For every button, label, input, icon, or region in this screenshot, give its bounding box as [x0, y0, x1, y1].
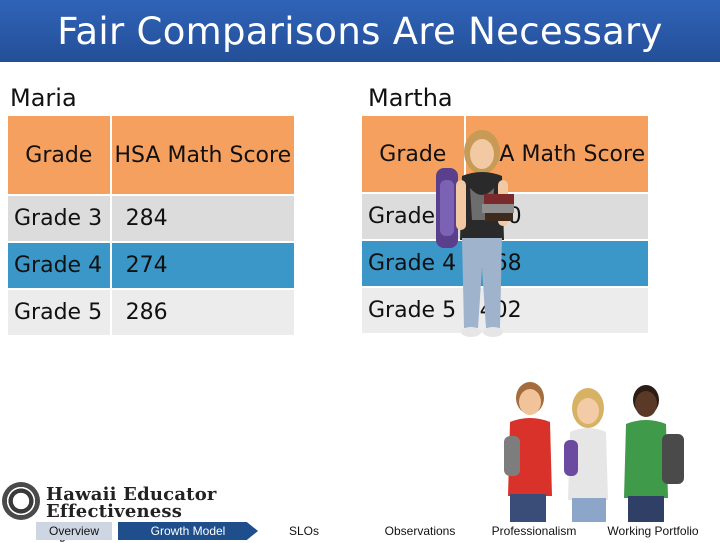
footer-nav: Overview Growth Model SLOs Observations …	[0, 522, 720, 540]
nav-growth-model[interactable]: Growth Model	[118, 522, 258, 540]
score-header: HSA Math Score	[109, 114, 297, 196]
grade-cell: Grade 5	[360, 286, 466, 335]
girl-with-books-photo	[436, 130, 514, 337]
grade-cell: Grade 5	[6, 288, 112, 337]
title-bar: Fair Comparisons Are Necessary	[0, 0, 720, 62]
logo-line-1: Hawaii Educator	[46, 484, 217, 505]
nav-professionalism[interactable]: Professionalism	[491, 524, 577, 538]
nav-overview[interactable]: Overview	[36, 522, 112, 540]
score-cell: 286	[109, 288, 297, 337]
slide-title: Fair Comparisons Are Necessary	[57, 9, 663, 53]
nav-slos[interactable]: SLOs	[288, 524, 319, 538]
score-cell: 274	[109, 241, 297, 290]
nav-working-portfolio[interactable]: Working Portfolio	[607, 524, 699, 538]
grade-header: Grade	[6, 114, 112, 196]
table-row: Grade 4 274	[6, 241, 297, 290]
score-cell: 284	[109, 194, 297, 243]
martha-label: Martha	[368, 84, 453, 112]
students-group-photo	[504, 382, 684, 524]
maria-score-table: Grade HSA Math Score Grade 3 284 Grade 4…	[6, 114, 297, 337]
nav-observations[interactable]: Observations	[384, 524, 456, 538]
grade-cell: Grade 3	[6, 194, 112, 243]
hawaii-educator-logo: Hawaii Educator Effectiveness System	[2, 480, 242, 543]
hawaii-seal-icon	[2, 482, 40, 520]
table-row: Grade 3 284	[6, 194, 297, 243]
grade-header: Grade	[360, 114, 466, 194]
table-row: Grade 5 286	[6, 288, 297, 337]
grade-cell: Grade 4	[6, 241, 112, 290]
maria-label: Maria	[10, 84, 77, 112]
